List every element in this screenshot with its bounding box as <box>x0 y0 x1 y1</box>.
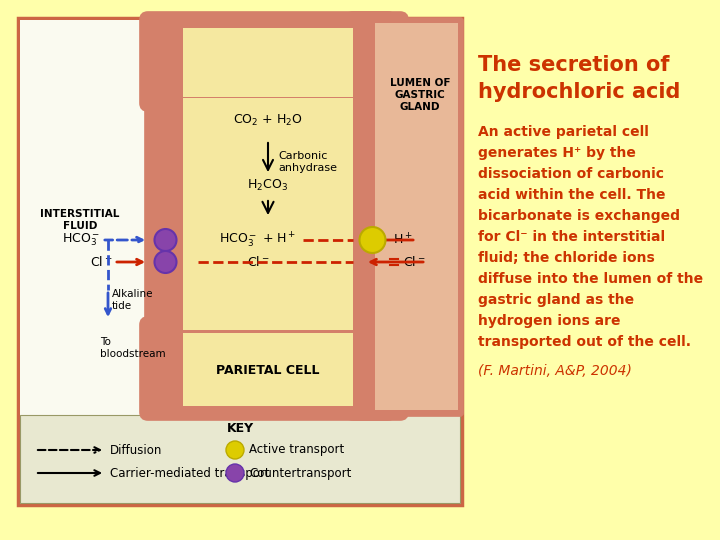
Circle shape <box>226 464 244 482</box>
Text: generates H⁺ by the: generates H⁺ by the <box>478 146 636 160</box>
Text: Cl$^-$: Cl$^-$ <box>89 255 112 269</box>
Text: hydrochloric acid: hydrochloric acid <box>478 82 680 102</box>
Text: PARIETAL CELL: PARIETAL CELL <box>216 363 320 376</box>
Text: HCO$_3^-$ + H$^+$: HCO$_3^-$ + H$^+$ <box>220 231 297 249</box>
Text: Countertransport: Countertransport <box>249 467 351 480</box>
Text: The secretion of: The secretion of <box>478 55 670 75</box>
FancyBboxPatch shape <box>367 18 463 416</box>
Bar <box>183 28 353 97</box>
Text: CO$_2$ + H$_2$O: CO$_2$ + H$_2$O <box>233 112 303 127</box>
Text: To
bloodstream: To bloodstream <box>100 337 166 359</box>
Circle shape <box>155 229 176 251</box>
Text: bicarbonate is exchanged: bicarbonate is exchanged <box>478 209 680 223</box>
Text: An active parietal cell: An active parietal cell <box>478 125 649 139</box>
Text: Active transport: Active transport <box>249 443 344 456</box>
Text: hydrogen ions are: hydrogen ions are <box>478 314 621 328</box>
Text: Cl$^-$: Cl$^-$ <box>247 255 269 269</box>
Text: (F. Martini, A&P, 2004): (F. Martini, A&P, 2004) <box>478 364 632 378</box>
Text: Alkaline
tide: Alkaline tide <box>112 289 153 311</box>
FancyBboxPatch shape <box>345 12 408 111</box>
Text: dissociation of carbonic: dissociation of carbonic <box>478 167 664 181</box>
Bar <box>183 333 353 406</box>
Text: Cl$^-$: Cl$^-$ <box>403 255 426 269</box>
FancyBboxPatch shape <box>345 317 408 420</box>
Text: LUMEN OF
GASTRIC
GLAND: LUMEN OF GASTRIC GLAND <box>390 78 450 112</box>
Bar <box>388 20 460 415</box>
FancyBboxPatch shape <box>350 18 391 416</box>
FancyBboxPatch shape <box>145 18 186 416</box>
Bar <box>18 18 462 505</box>
Text: diffuse into the lumen of the: diffuse into the lumen of the <box>478 272 703 286</box>
Text: KEY: KEY <box>226 422 253 435</box>
Text: Diffusion: Diffusion <box>110 443 163 456</box>
Text: acid within the cell. The: acid within the cell. The <box>478 188 665 202</box>
Text: transported out of the cell.: transported out of the cell. <box>478 335 691 349</box>
Text: Carbonic
anhydrase: Carbonic anhydrase <box>278 151 337 173</box>
Circle shape <box>226 441 244 459</box>
Bar <box>183 20 353 415</box>
Text: gastric gland as the: gastric gland as the <box>478 293 634 307</box>
Text: HCO$_3^-$: HCO$_3^-$ <box>62 232 100 248</box>
Text: fluid; the chloride ions: fluid; the chloride ions <box>478 251 654 265</box>
Text: INTERSTITIAL
FLUID: INTERSTITIAL FLUID <box>40 209 120 231</box>
Text: Carrier-mediated transport: Carrier-mediated transport <box>110 467 269 480</box>
Circle shape <box>359 227 385 253</box>
Bar <box>380 98 388 330</box>
Bar <box>183 98 353 330</box>
FancyBboxPatch shape <box>140 317 396 420</box>
Bar <box>375 23 458 410</box>
FancyBboxPatch shape <box>140 12 396 111</box>
Circle shape <box>155 251 176 273</box>
Text: H$^+$: H$^+$ <box>393 232 413 248</box>
Bar <box>20 20 148 415</box>
Bar <box>375 333 388 406</box>
Bar <box>20 415 460 503</box>
Text: for Cl⁻ in the interstitial: for Cl⁻ in the interstitial <box>478 230 665 244</box>
Text: H$_2$CO$_3$: H$_2$CO$_3$ <box>248 178 289 193</box>
Bar <box>375 28 388 97</box>
